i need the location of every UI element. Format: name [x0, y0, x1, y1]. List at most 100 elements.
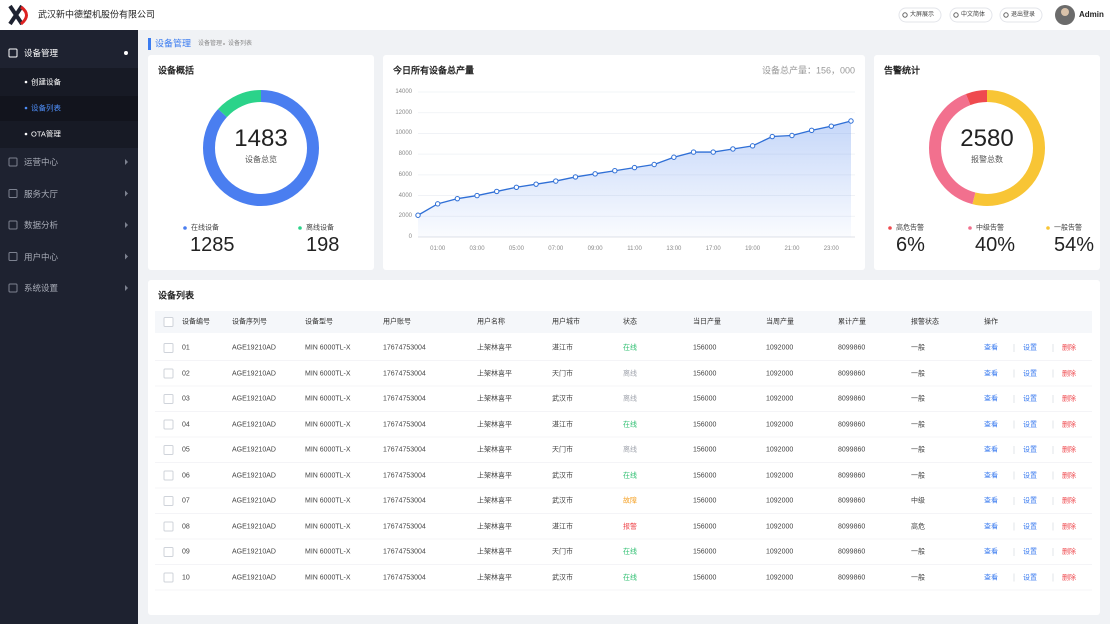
legend-value: 6%: [896, 234, 925, 256]
submenu-item[interactable]: 设备列表: [31, 103, 61, 113]
line-area: [418, 121, 851, 237]
total-output: 设备总产量：156，000: [761, 65, 855, 76]
checkbox[interactable]: [163, 343, 174, 353]
table-cell: 17674753004: [383, 395, 426, 403]
header-button-label[interactable]: 中文简体: [961, 12, 986, 18]
line-point: [769, 133, 775, 140]
table-cell: 17674753004: [383, 574, 426, 581]
checkbox[interactable]: [163, 547, 174, 557]
table-cell: 156000: [693, 395, 717, 403]
user-name[interactable]: Admin: [1079, 10, 1104, 19]
checkbox[interactable]: [163, 521, 174, 532]
row-action[interactable]: 删除: [1062, 370, 1076, 377]
row-action[interactable]: 删除: [1062, 497, 1076, 505]
row-action[interactable]: 设置: [1023, 523, 1037, 530]
menu-item[interactable]: 服务大厅: [24, 188, 59, 199]
row-action[interactable]: 查看: [984, 446, 998, 454]
row-action[interactable]: 查看: [984, 523, 998, 530]
table-cell: 报警: [623, 523, 637, 530]
table-cell: 上架林喜平: [477, 472, 512, 479]
logo: [8, 4, 28, 26]
row-action[interactable]: 查看: [984, 472, 998, 479]
table-cell: 156000: [693, 421, 717, 428]
table-cell: 上架林喜平: [477, 548, 512, 556]
header-button-label[interactable]: 退出登录: [1011, 12, 1036, 18]
row-action[interactable]: 删除: [1062, 344, 1076, 352]
checkbox[interactable]: [163, 317, 174, 327]
breadcrumb-item[interactable]: 设备管理: [198, 41, 223, 47]
row-action[interactable]: 设置: [1023, 395, 1037, 403]
checkbox[interactable]: [163, 419, 174, 430]
table-header: 状态: [623, 318, 637, 326]
row-action[interactable]: 设置: [1023, 446, 1037, 454]
row-action[interactable]: 设置: [1023, 421, 1037, 428]
row-action[interactable]: 删除: [1062, 395, 1076, 403]
checkbox[interactable]: [163, 445, 174, 455]
row-action[interactable]: 设置: [1023, 370, 1037, 377]
table-cell: 156000: [693, 574, 717, 581]
row-action[interactable]: 删除: [1062, 421, 1076, 428]
menu-item[interactable]: 系统设置: [24, 282, 59, 293]
table-cell: MIN 6000TL-X: [305, 574, 351, 581]
row-action[interactable]: 查看: [984, 574, 998, 581]
submenu-item[interactable]: OTA管理: [31, 129, 61, 139]
row-action[interactable]: 查看: [984, 497, 998, 505]
row-action[interactable]: 删除: [1062, 574, 1076, 581]
legend-label: 高危告警: [896, 224, 924, 232]
row-action[interactable]: 设置: [1023, 472, 1037, 479]
row-action[interactable]: 设置: [1023, 548, 1037, 556]
table-cell: 1092000: [766, 395, 794, 403]
checkbox[interactable]: [163, 572, 174, 583]
table-header: 用户城市: [552, 318, 580, 326]
row-action[interactable]: 删除: [1062, 523, 1076, 530]
menu-item[interactable]: 数据分析: [24, 219, 59, 230]
table-cell: AGE19210AD: [232, 344, 276, 352]
row-action[interactable]: 查看: [984, 344, 998, 352]
checkbox[interactable]: [163, 394, 174, 404]
x-tick-label: 19:00: [745, 246, 761, 252]
table-cell: 06: [182, 472, 190, 479]
table-cell: 故障: [623, 497, 637, 505]
table-cell: 在线: [623, 344, 637, 352]
legend-label: 中级告警: [976, 224, 1004, 232]
header-button[interactable]: [898, 7, 942, 23]
header-button-label[interactable]: 大屏展示: [910, 12, 935, 18]
row-action[interactable]: 删除: [1062, 446, 1076, 454]
row-action[interactable]: 设置: [1023, 574, 1037, 581]
line-point: [710, 149, 716, 155]
menu-item[interactable]: 设备管理: [24, 47, 59, 58]
table-cell: 一般: [911, 370, 925, 377]
table-cell: 04: [182, 421, 190, 428]
row-action[interactable]: 删除: [1062, 472, 1076, 479]
table-cell: MIN 6000TL-X: [305, 472, 351, 479]
header-button-icon: [1003, 12, 1009, 18]
menu-arrow: [125, 253, 128, 260]
header-button[interactable]: [999, 7, 1043, 23]
row-action[interactable]: 查看: [984, 421, 998, 428]
table-header-row: [155, 311, 1092, 333]
menu-item[interactable]: 运营中心: [24, 156, 59, 167]
row-action[interactable]: 查看: [984, 395, 998, 403]
y-tick-label: 6000: [398, 171, 412, 178]
checkbox[interactable]: [163, 470, 174, 481]
line-point: [730, 146, 736, 152]
checkbox[interactable]: [163, 368, 174, 379]
row-action[interactable]: 删除: [1062, 548, 1076, 556]
menu-item[interactable]: 用户中心: [24, 251, 59, 262]
header-button[interactable]: [949, 7, 993, 23]
table-header: 设备编号: [182, 318, 210, 326]
table-cell: 离线: [623, 446, 637, 454]
menu-arrow: [125, 190, 128, 197]
table-cell: 上架林喜平: [477, 497, 512, 505]
row-action[interactable]: 设置: [1023, 344, 1037, 352]
row-action[interactable]: 查看: [984, 548, 998, 556]
row-action[interactable]: 查看: [984, 370, 998, 377]
table-cell: 在线: [623, 548, 637, 556]
table-cell: 高危: [911, 523, 925, 530]
table-cell: 1092000: [766, 574, 794, 581]
row-action[interactable]: 设置: [1023, 497, 1037, 505]
table-cell: 8099860: [838, 421, 866, 428]
submenu-item[interactable]: 创建设备: [31, 77, 61, 87]
y-tick-label: 2000: [398, 213, 412, 220]
checkbox[interactable]: [163, 496, 174, 506]
